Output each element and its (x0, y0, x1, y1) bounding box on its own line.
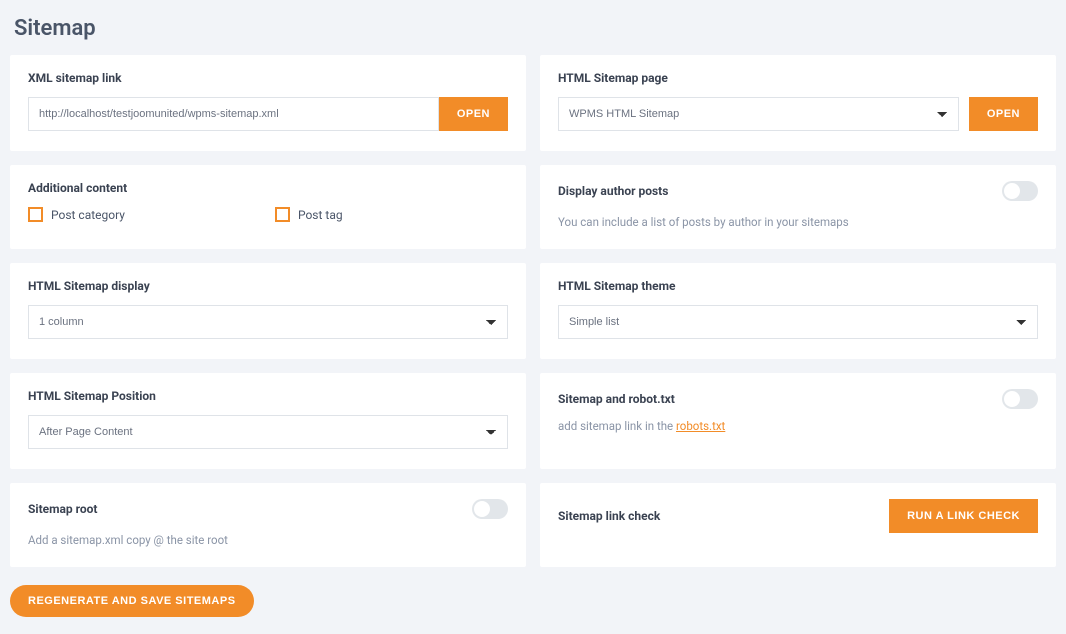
sitemap-robots-title: Sitemap and robot.txt (558, 392, 675, 406)
settings-grid: XML sitemap link OPEN HTML Sitemap page … (10, 55, 1056, 567)
page-title: Sitemap (14, 16, 1056, 41)
html-display-select[interactable]: 1 column (28, 305, 508, 339)
html-display-title: HTML Sitemap display (28, 279, 508, 293)
robots-txt-link[interactable]: robots.txt (676, 419, 725, 433)
checkbox-label: Post tag (298, 208, 343, 222)
run-link-check-button[interactable]: RUN A LINK CHECK (889, 499, 1038, 533)
card-additional-content: Additional content Post category Post ta… (10, 165, 526, 249)
card-html-sitemap-page: HTML Sitemap page WPMS HTML Sitemap OPEN (540, 55, 1056, 151)
checkbox-post-tag[interactable]: Post tag (275, 207, 343, 222)
sitemap-robots-toggle[interactable] (1002, 389, 1038, 409)
xml-open-button[interactable]: OPEN (439, 97, 508, 131)
html-page-open-button[interactable]: OPEN (969, 97, 1038, 131)
sitemap-root-title: Sitemap root (28, 502, 97, 516)
display-author-helper: You can include a list of posts by autho… (558, 215, 1038, 229)
html-position-title: HTML Sitemap Position (28, 389, 508, 403)
xml-link-input[interactable] (28, 97, 439, 131)
card-sitemap-robots: Sitemap and robot.txt add sitemap link i… (540, 373, 1056, 469)
card-sitemap-link-check: Sitemap link check RUN A LINK CHECK (540, 483, 1056, 567)
card-html-sitemap-display: HTML Sitemap display 1 column (10, 263, 526, 359)
card-xml-sitemap-link: XML sitemap link OPEN (10, 55, 526, 151)
card-html-sitemap-position: HTML Sitemap Position After Page Content (10, 373, 526, 469)
checkbox-post-category[interactable]: Post category (28, 207, 125, 222)
additional-content-title: Additional content (28, 181, 508, 195)
html-theme-title: HTML Sitemap theme (558, 279, 1038, 293)
html-position-select[interactable]: After Page Content (28, 415, 508, 449)
display-author-title: Display author posts (558, 184, 668, 198)
display-author-toggle[interactable] (1002, 181, 1038, 201)
html-page-select[interactable]: WPMS HTML Sitemap (558, 97, 959, 131)
card-html-sitemap-theme: HTML Sitemap theme Simple list (540, 263, 1056, 359)
link-check-title: Sitemap link check (558, 509, 660, 523)
sitemap-root-helper: Add a sitemap.xml copy @ the site root (28, 533, 508, 547)
sitemap-robots-helper: add sitemap link in the robots.txt (558, 419, 1038, 433)
checkbox-label: Post category (51, 208, 125, 222)
regenerate-save-button[interactable]: REGENERATE AND SAVE SITEMAPS (10, 585, 254, 617)
html-page-title: HTML Sitemap page (558, 71, 1038, 85)
checkbox-box-icon (275, 207, 290, 222)
card-display-author-posts: Display author posts You can include a l… (540, 165, 1056, 249)
html-theme-select[interactable]: Simple list (558, 305, 1038, 339)
xml-link-title: XML sitemap link (28, 71, 508, 85)
robots-helper-prefix: add sitemap link in the (558, 419, 676, 433)
card-sitemap-root: Sitemap root Add a sitemap.xml copy @ th… (10, 483, 526, 567)
checkbox-box-icon (28, 207, 43, 222)
sitemap-root-toggle[interactable] (472, 499, 508, 519)
